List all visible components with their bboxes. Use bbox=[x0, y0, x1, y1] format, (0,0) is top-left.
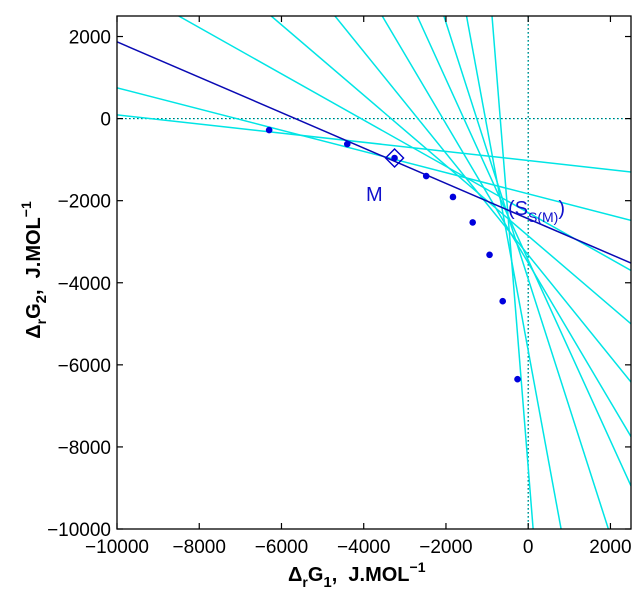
label-m: M bbox=[366, 184, 383, 206]
data-point-5 bbox=[449, 193, 457, 201]
y-tick-label: −4000 bbox=[58, 274, 111, 295]
x-tick-label: 0 bbox=[523, 537, 534, 558]
data-point-9 bbox=[514, 375, 521, 383]
x-tick-label: 2000 bbox=[589, 537, 631, 558]
tangent-lines bbox=[117, 16, 631, 529]
plot-frame bbox=[116, 15, 632, 530]
tangent-line-9 bbox=[465, 16, 562, 529]
tangent-line-7 bbox=[416, 16, 631, 487]
y-tick-label: −2000 bbox=[58, 192, 111, 213]
data-point-2 bbox=[343, 140, 351, 148]
data-point-7 bbox=[486, 251, 493, 259]
data-point-6 bbox=[469, 219, 476, 226]
x-tick-label: −10000 bbox=[85, 537, 149, 558]
line-s bbox=[117, 41, 631, 264]
label-s-sub: S(M) bbox=[528, 209, 558, 225]
data-point-3 bbox=[391, 154, 398, 162]
tangent-line-6 bbox=[381, 16, 631, 438]
plot-area bbox=[117, 16, 631, 529]
y-tick-label: −10000 bbox=[47, 520, 111, 541]
x-tick-label: −4000 bbox=[337, 537, 390, 558]
tangent-line-3 bbox=[178, 16, 631, 272]
y-axis-title: ΔrG2, J.MOL−1 bbox=[18, 201, 50, 339]
label-s-open: (S bbox=[508, 198, 528, 220]
tangent-line-1 bbox=[117, 114, 631, 173]
y-tick-label: 2000 bbox=[69, 28, 111, 49]
x-tick-label: −6000 bbox=[255, 537, 308, 558]
label-s-close: ) bbox=[558, 198, 565, 220]
tangent-line-2 bbox=[117, 87, 631, 222]
marker-m-group bbox=[384, 148, 405, 168]
data-point-8 bbox=[499, 297, 507, 305]
tangent-line-8 bbox=[443, 16, 610, 529]
line-s-group bbox=[117, 41, 631, 264]
y-tick-label: −6000 bbox=[58, 356, 111, 377]
data-points bbox=[265, 126, 521, 383]
axis-ticks: −10000 −8000 −6000 −4000 −2000 0 2000 2000 0 −200… bbox=[47, 16, 632, 558]
tangent-line-10 bbox=[491, 16, 534, 529]
data-point-4 bbox=[422, 172, 430, 180]
y-tick-label: −8000 bbox=[58, 438, 111, 459]
x-tick-label: −2000 bbox=[419, 537, 472, 558]
tangent-line-4 bbox=[270, 16, 631, 325]
marker-m-diamond bbox=[384, 148, 405, 168]
x-axis-title: ΔrG1, J.MOL−1 bbox=[288, 559, 426, 591]
y-tick-label: 0 bbox=[100, 110, 111, 131]
data-point-1 bbox=[265, 126, 273, 134]
x-tick-label: −8000 bbox=[173, 537, 226, 558]
zero-lines bbox=[117, 16, 631, 529]
label-s: (SS(M)) bbox=[508, 198, 565, 225]
